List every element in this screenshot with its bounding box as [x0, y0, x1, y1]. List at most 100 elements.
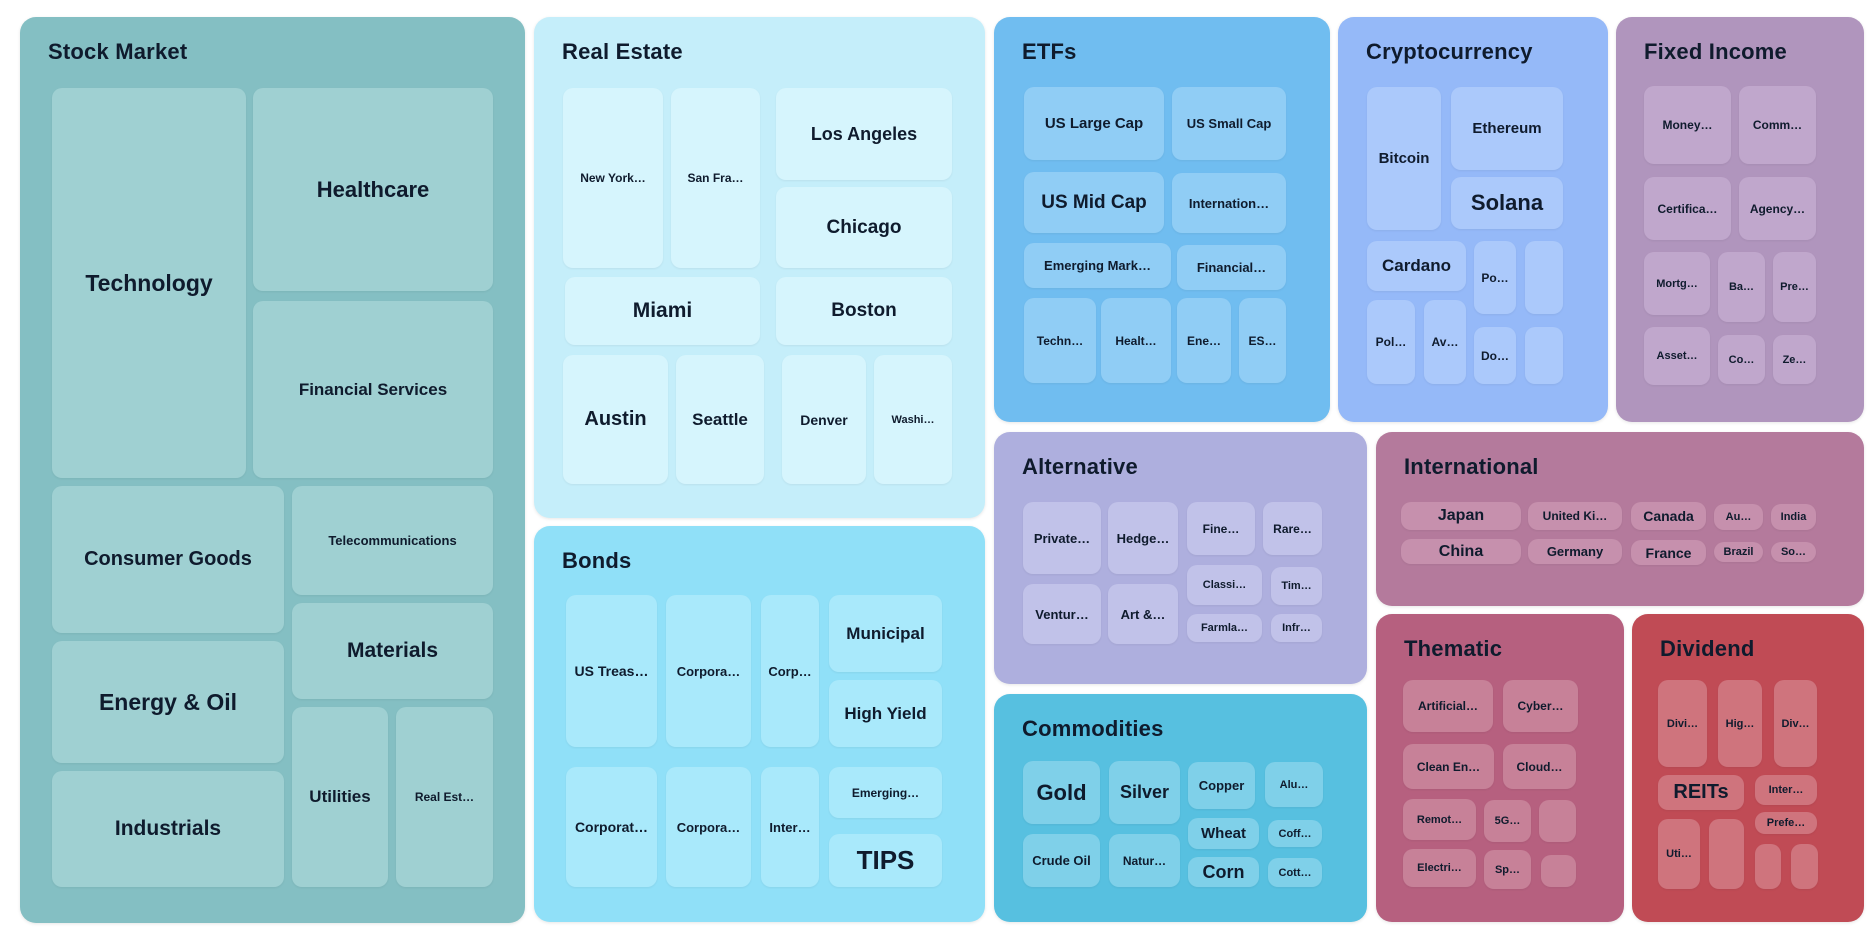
tile-fine[interactable]: Fine…: [1187, 502, 1255, 555]
tile-tim[interactable]: Tim…: [1271, 567, 1322, 605]
tile-unlabeled[interactable]: [1791, 844, 1818, 889]
tile-cott[interactable]: Cott…: [1268, 858, 1322, 887]
tile-gold[interactable]: Gold: [1023, 761, 1100, 824]
tile-infr[interactable]: Infr…: [1271, 614, 1322, 642]
tile-utilities[interactable]: Utilities: [292, 707, 388, 887]
tile-es[interactable]: ES…: [1239, 298, 1286, 383]
tile-5g[interactable]: 5G…: [1484, 800, 1531, 842]
tile-reits[interactable]: REITs: [1658, 775, 1744, 810]
tile-telecommunications[interactable]: Telecommunications: [292, 486, 493, 595]
tile-unlabeled[interactable]: [1709, 819, 1744, 889]
tile-comm[interactable]: Comm…: [1739, 86, 1816, 164]
tile-alu[interactable]: Alu…: [1265, 762, 1323, 807]
tile-healt[interactable]: Healt…: [1101, 298, 1171, 383]
tile-au[interactable]: Au…: [1714, 504, 1763, 530]
tile-austin[interactable]: Austin: [563, 355, 668, 484]
tile-chicago[interactable]: Chicago: [776, 187, 952, 268]
tile-money[interactable]: Money…: [1644, 86, 1731, 164]
tile-uti[interactable]: Uti…: [1658, 819, 1700, 889]
tile-washi[interactable]: Washi…: [874, 355, 952, 484]
tile-tips[interactable]: TIPS: [829, 834, 942, 887]
tile-china[interactable]: China: [1401, 539, 1521, 564]
tile-classi[interactable]: Classi…: [1187, 565, 1262, 605]
tile-ze[interactable]: Ze…: [1773, 335, 1816, 384]
tile-materials[interactable]: Materials: [292, 603, 493, 699]
tile-united-ki[interactable]: United Ki…: [1528, 502, 1622, 530]
tile-germany[interactable]: Germany: [1528, 539, 1622, 564]
tile-unlabeled[interactable]: [1525, 241, 1563, 314]
tile-hig[interactable]: Hig…: [1718, 680, 1762, 767]
tile-boston[interactable]: Boston: [776, 277, 952, 345]
tile-unlabeled[interactable]: [1525, 327, 1563, 384]
tile-co[interactable]: Co…: [1718, 335, 1765, 384]
tile-corp[interactable]: Corp…: [761, 595, 819, 747]
tile-us-mid-cap[interactable]: US Mid Cap: [1024, 172, 1164, 233]
tile-india[interactable]: India: [1771, 504, 1816, 530]
tile-so[interactable]: So…: [1771, 542, 1816, 562]
tile-healthcare[interactable]: Healthcare: [253, 88, 493, 291]
tile-asset[interactable]: Asset…: [1644, 327, 1710, 385]
tile-high-yield[interactable]: High Yield: [829, 680, 942, 747]
tile-new-york[interactable]: New York…: [563, 88, 663, 268]
tile-financial[interactable]: Financial…: [1177, 245, 1286, 290]
tile-div[interactable]: Div…: [1774, 680, 1817, 767]
tile-farmla[interactable]: Farmla…: [1187, 614, 1262, 642]
tile-do[interactable]: Do…: [1474, 327, 1516, 384]
tile-natur[interactable]: Natur…: [1109, 834, 1180, 887]
tile-industrials[interactable]: Industrials: [52, 771, 284, 887]
tile-france[interactable]: France: [1631, 540, 1706, 565]
tile-prefe[interactable]: Prefe…: [1755, 812, 1817, 834]
tile-rare[interactable]: Rare…: [1263, 502, 1322, 555]
tile-consumer-goods[interactable]: Consumer Goods: [52, 486, 284, 633]
tile-divi[interactable]: Divi…: [1658, 680, 1707, 767]
tile-silver[interactable]: Silver: [1109, 761, 1180, 824]
tile-hedge[interactable]: Hedge…: [1108, 502, 1178, 574]
tile-corn[interactable]: Corn: [1188, 857, 1259, 887]
tile-pol[interactable]: Pol…: [1367, 300, 1415, 384]
tile-energy-oil[interactable]: Energy & Oil: [52, 641, 284, 763]
tile-canada[interactable]: Canada: [1631, 502, 1706, 530]
tile-technology[interactable]: Technology: [52, 88, 246, 478]
tile-municipal[interactable]: Municipal: [829, 595, 942, 672]
tile-agency[interactable]: Agency…: [1739, 177, 1816, 240]
tile-unlabeled[interactable]: [1755, 844, 1781, 889]
tile-inter[interactable]: Inter…: [761, 767, 819, 887]
tile-ene[interactable]: Ene…: [1177, 298, 1231, 383]
tile-techn[interactable]: Techn…: [1024, 298, 1096, 383]
tile-art[interactable]: Art &…: [1108, 584, 1178, 644]
tile-private[interactable]: Private…: [1023, 502, 1101, 574]
tile-real-est[interactable]: Real Est…: [396, 707, 493, 887]
tile-brazil[interactable]: Brazil: [1714, 542, 1763, 562]
tile-emerging-mark[interactable]: Emerging Mark…: [1024, 243, 1171, 288]
tile-cloud[interactable]: Cloud…: [1503, 744, 1576, 789]
tile-pre[interactable]: Pre…: [1773, 252, 1816, 322]
tile-wheat[interactable]: Wheat: [1188, 818, 1259, 849]
tile-san-fra[interactable]: San Fra…: [671, 88, 760, 268]
tile-clean-en[interactable]: Clean En…: [1403, 744, 1494, 789]
tile-ventur[interactable]: Ventur…: [1023, 584, 1101, 644]
tile-crude-oil[interactable]: Crude Oil: [1023, 834, 1100, 887]
tile-corporat[interactable]: Corporat…: [566, 767, 657, 887]
tile-av[interactable]: Av…: [1424, 300, 1466, 384]
tile-seattle[interactable]: Seattle: [676, 355, 764, 484]
tile-artificial[interactable]: Artificial…: [1403, 680, 1493, 732]
tile-us-treas[interactable]: US Treas…: [566, 595, 657, 747]
tile-unlabeled[interactable]: [1541, 855, 1576, 887]
tile-corpora[interactable]: Corpora…: [666, 595, 751, 747]
tile-solana[interactable]: Solana: [1451, 177, 1563, 229]
tile-financial-services[interactable]: Financial Services: [253, 301, 493, 478]
tile-japan[interactable]: Japan: [1401, 502, 1521, 530]
tile-inter[interactable]: Inter…: [1755, 775, 1817, 805]
tile-denver[interactable]: Denver: [782, 355, 866, 484]
tile-cardano[interactable]: Cardano: [1367, 241, 1466, 291]
tile-internation[interactable]: Internation…: [1172, 173, 1286, 233]
tile-los-angeles[interactable]: Los Angeles: [776, 88, 952, 180]
tile-sp[interactable]: Sp…: [1484, 850, 1531, 889]
tile-remot[interactable]: Remot…: [1403, 799, 1476, 840]
tile-emerging[interactable]: Emerging…: [829, 767, 942, 818]
tile-mortg[interactable]: Mortg…: [1644, 252, 1710, 315]
tile-cyber[interactable]: Cyber…: [1503, 680, 1578, 732]
tile-coff[interactable]: Coff…: [1268, 820, 1322, 847]
tile-miami[interactable]: Miami: [565, 277, 760, 345]
tile-ethereum[interactable]: Ethereum: [1451, 87, 1563, 170]
